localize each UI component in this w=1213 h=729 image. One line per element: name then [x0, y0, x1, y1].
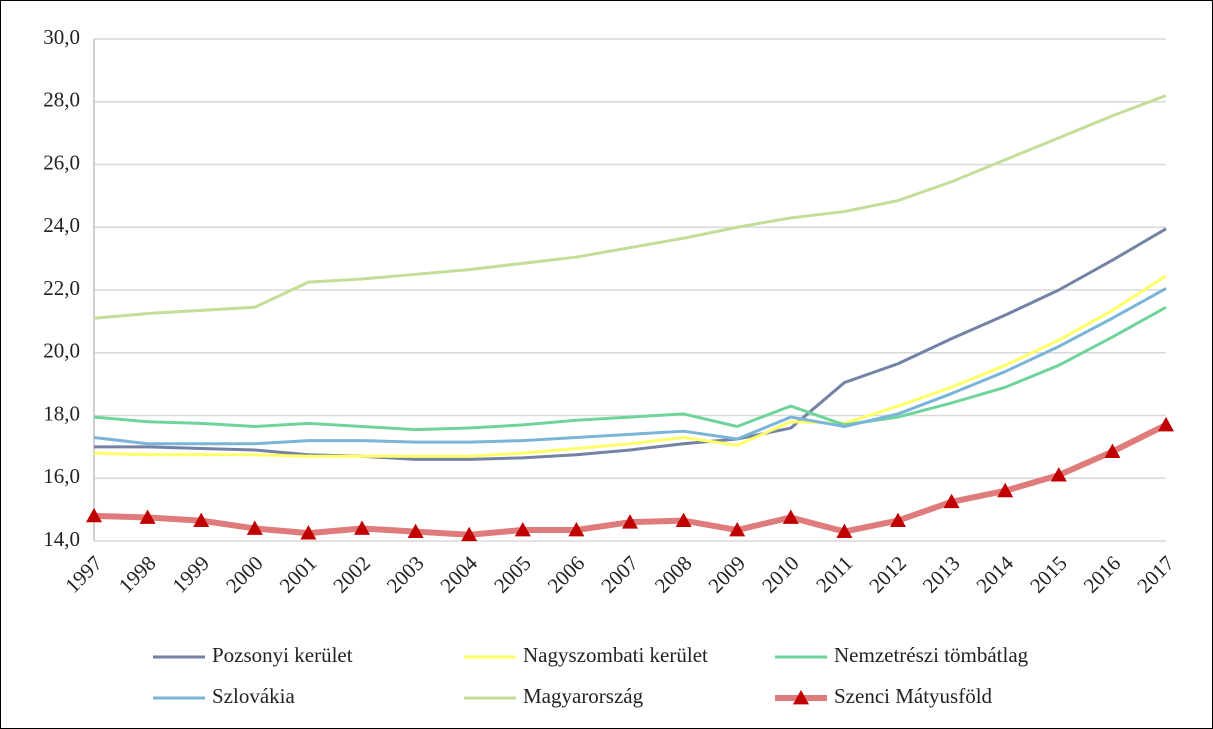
series-line — [94, 227, 1167, 461]
marker — [354, 520, 370, 535]
marker — [407, 523, 424, 538]
series-line — [93, 287, 1167, 446]
legend-label: Szlovákia — [212, 684, 295, 708]
legend-label: Magyarország — [523, 684, 644, 708]
legend-label: Nemzetrészi tömbátlag — [834, 643, 1029, 667]
marker — [836, 523, 853, 538]
marker — [622, 514, 638, 529]
marker — [1104, 443, 1121, 458]
marker — [782, 509, 799, 524]
marker — [514, 522, 531, 537]
marker — [890, 512, 906, 528]
marker — [300, 525, 317, 540]
marker — [1158, 416, 1174, 432]
marker — [1050, 467, 1067, 482]
y-tick-label: 28,0 — [43, 88, 80, 112]
marker — [675, 512, 692, 528]
series-line — [93, 274, 1167, 458]
y-tick-label: 30,0 — [43, 25, 80, 49]
y-tick-label: 18,0 — [43, 401, 80, 425]
marker — [139, 509, 156, 524]
marker — [997, 482, 1014, 498]
marker — [729, 522, 746, 537]
legend-label: Pozsonyi kerület — [212, 643, 353, 667]
legend-label: Szenci Mátyusföld — [834, 684, 993, 708]
marker — [246, 520, 263, 535]
marker — [193, 512, 210, 528]
marker — [86, 507, 102, 523]
marker — [461, 526, 478, 542]
y-tick-label: 20,0 — [43, 339, 80, 363]
y-tick-label: 22,0 — [43, 276, 80, 300]
y-tick-label: 24,0 — [43, 213, 80, 237]
y-tick-label: 26,0 — [43, 150, 80, 174]
y-tick-label: 14,0 — [43, 527, 80, 551]
marker — [943, 493, 960, 509]
series-line — [93, 94, 1167, 320]
legend-marker — [793, 690, 809, 705]
marker — [568, 522, 585, 537]
legend-label: Nagyszombati kerület — [523, 643, 708, 667]
y-tick-label: 16,0 — [43, 464, 80, 488]
series-line — [93, 305, 1167, 432]
